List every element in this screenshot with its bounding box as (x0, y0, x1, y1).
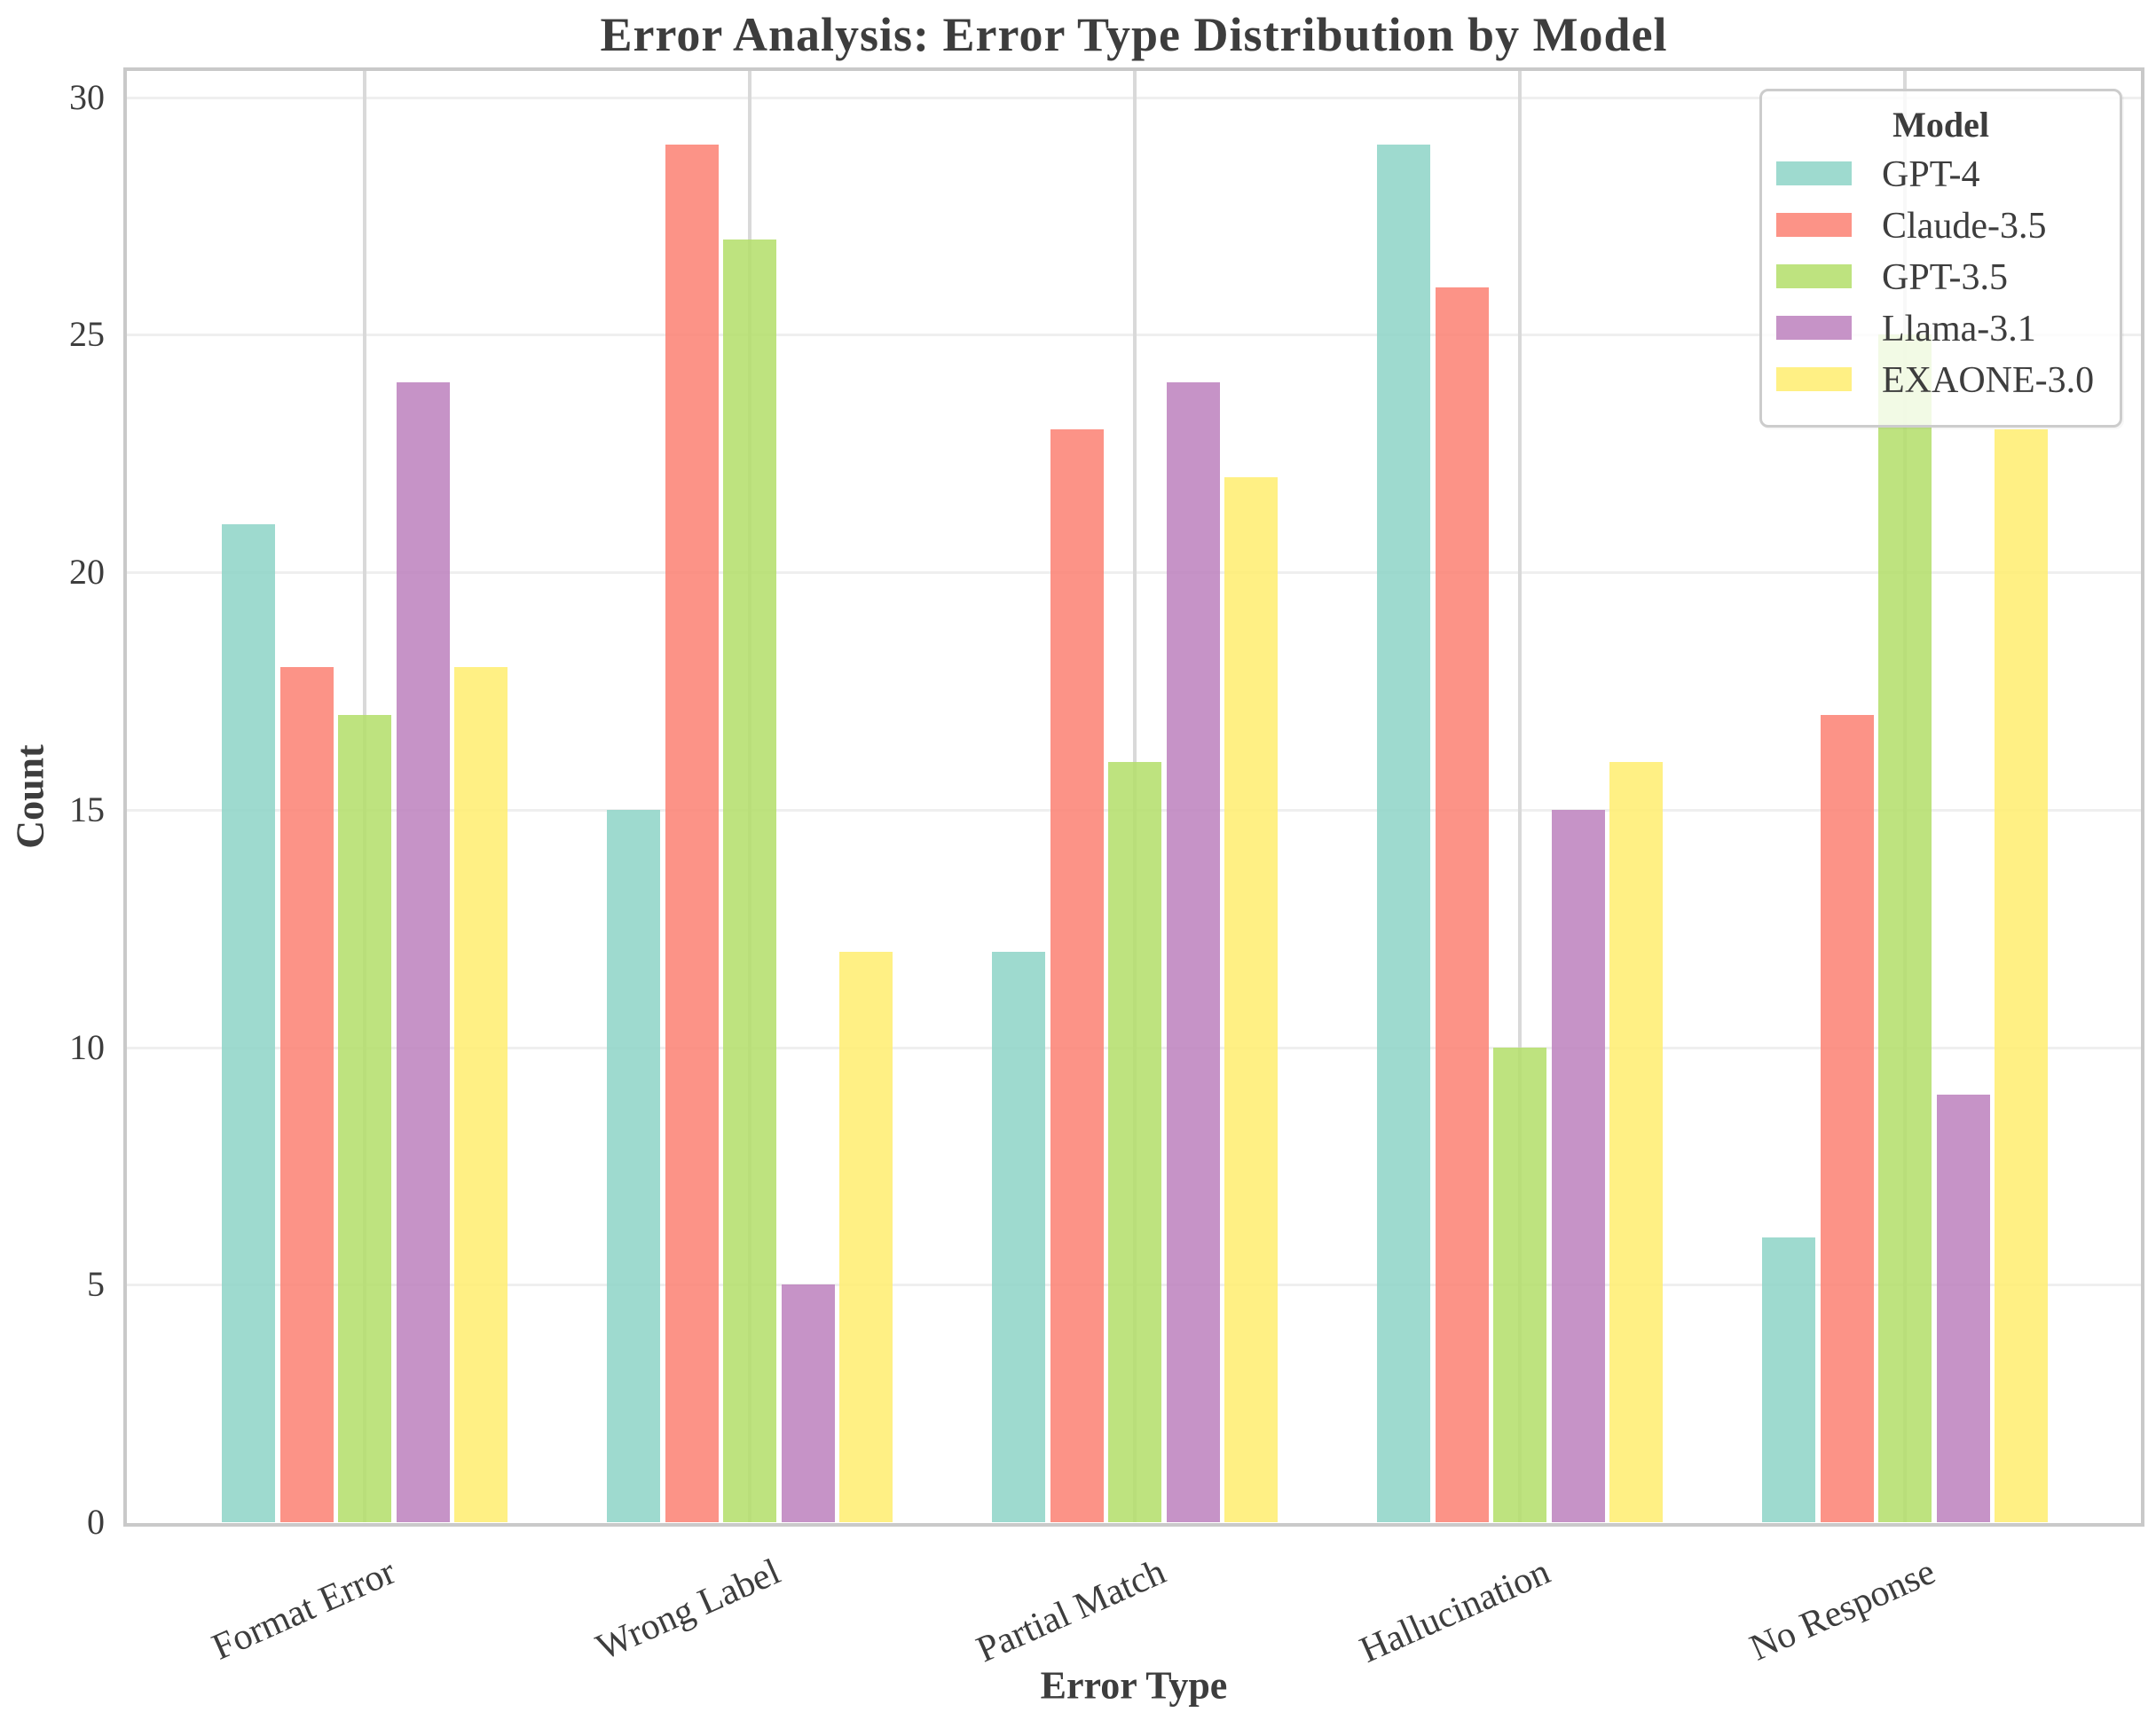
bar-llama-3-1-hallucination (1551, 809, 1605, 1522)
bar-gpt-3-5-format-error (338, 714, 391, 1522)
bar-exaone-3-0-hallucination (1609, 762, 1663, 1522)
bar-llama-3-1-format-error (396, 381, 450, 1522)
x-tick-label-hallucination: Hallucination (1354, 1551, 1557, 1671)
y-tick-label-20: 20 (69, 552, 105, 592)
legend-entry-gpt-3-5: GPT-3.5 (1762, 256, 2120, 308)
vertical-gridline-hallucination (1518, 71, 1522, 1522)
bar-gpt-4-no-response (1762, 1237, 1815, 1522)
y-tick-label-15: 15 (69, 789, 105, 829)
bar-gpt-3-5-no-response (1878, 334, 1932, 1522)
legend-label-claude-3-5: Claude-3.5 (1882, 206, 2047, 247)
legend-label-gpt-4: GPT-4 (1882, 154, 1980, 195)
legend-swatch-exaone-3-0 (1776, 367, 1852, 391)
bar-claude-3-5-wrong-label (665, 145, 719, 1522)
legend-title: Model (1892, 105, 1989, 145)
legend-label-llama-3-1: Llama-3.1 (1882, 309, 2036, 350)
legend-swatch-claude-3-5 (1776, 213, 1852, 237)
legend-swatch-llama-3-1 (1776, 316, 1852, 340)
y-tick-label-0: 0 (87, 1502, 105, 1542)
bar-gpt-4-format-error (222, 524, 275, 1522)
legend-swatch-gpt-3-5 (1776, 264, 1852, 288)
bar-gpt-4-wrong-label (607, 809, 660, 1522)
bar-claude-3-5-partial-match (1050, 429, 1104, 1522)
bar-llama-3-1-no-response (1936, 1095, 1990, 1522)
bar-llama-3-1-partial-match (1166, 381, 1220, 1522)
bar-gpt-3-5-hallucination (1493, 1047, 1546, 1522)
y-tick-label-25: 25 (69, 314, 105, 355)
y-tick-label-30: 30 (69, 76, 105, 117)
legend-entry-exaone-3-0: EXAONE-3.0 (1762, 359, 2120, 411)
bar-gpt-4-partial-match (992, 952, 1045, 1522)
bar-gpt-3-5-wrong-label (723, 240, 776, 1522)
bar-claude-3-5-hallucination (1435, 287, 1489, 1522)
bar-exaone-3-0-partial-match (1224, 476, 1278, 1522)
x-tick-label-format-error: Format Error (206, 1551, 402, 1669)
x-tick-label-no-response: No Response (1743, 1551, 1942, 1669)
x-axis-label: Error Type (1040, 1663, 1228, 1708)
legend-entry-gpt-4: GPT-4 (1762, 153, 2120, 205)
y-tick-label-10: 10 (69, 1026, 105, 1067)
bar-exaone-3-0-format-error (454, 667, 508, 1522)
x-tick-label-wrong-label: Wrong Label (590, 1551, 787, 1669)
bar-llama-3-1-wrong-label (781, 1284, 835, 1522)
chart-title: Error Analysis: Error Type Distribution … (600, 8, 1668, 61)
y-axis-label: Count (8, 744, 52, 849)
y-tick-label-5: 5 (87, 1264, 105, 1305)
legend-entry-llama-3-1: Llama-3.1 (1762, 308, 2120, 359)
x-tick-label-partial-match: Partial Match (970, 1551, 1172, 1671)
bar-claude-3-5-format-error (279, 667, 334, 1522)
legend-label-gpt-3-5: GPT-3.5 (1882, 257, 2008, 298)
legend-swatch-gpt-4 (1776, 161, 1852, 185)
legend-label-exaone-3-0: EXAONE-3.0 (1882, 360, 2095, 401)
bar-claude-3-5-no-response (1820, 714, 1874, 1522)
bar-exaone-3-0-wrong-label (839, 952, 893, 1522)
legend: Model GPT-4 Claude-3.5 GPT-3.5 Llama-3.1 EXA… (1759, 89, 2122, 428)
bar-gpt-4-hallucination (1377, 145, 1430, 1522)
legend-entry-claude-3-5: Claude-3.5 (1762, 205, 2120, 256)
bar-gpt-3-5-partial-match (1108, 762, 1161, 1522)
bar-exaone-3-0-no-response (1995, 429, 2048, 1522)
